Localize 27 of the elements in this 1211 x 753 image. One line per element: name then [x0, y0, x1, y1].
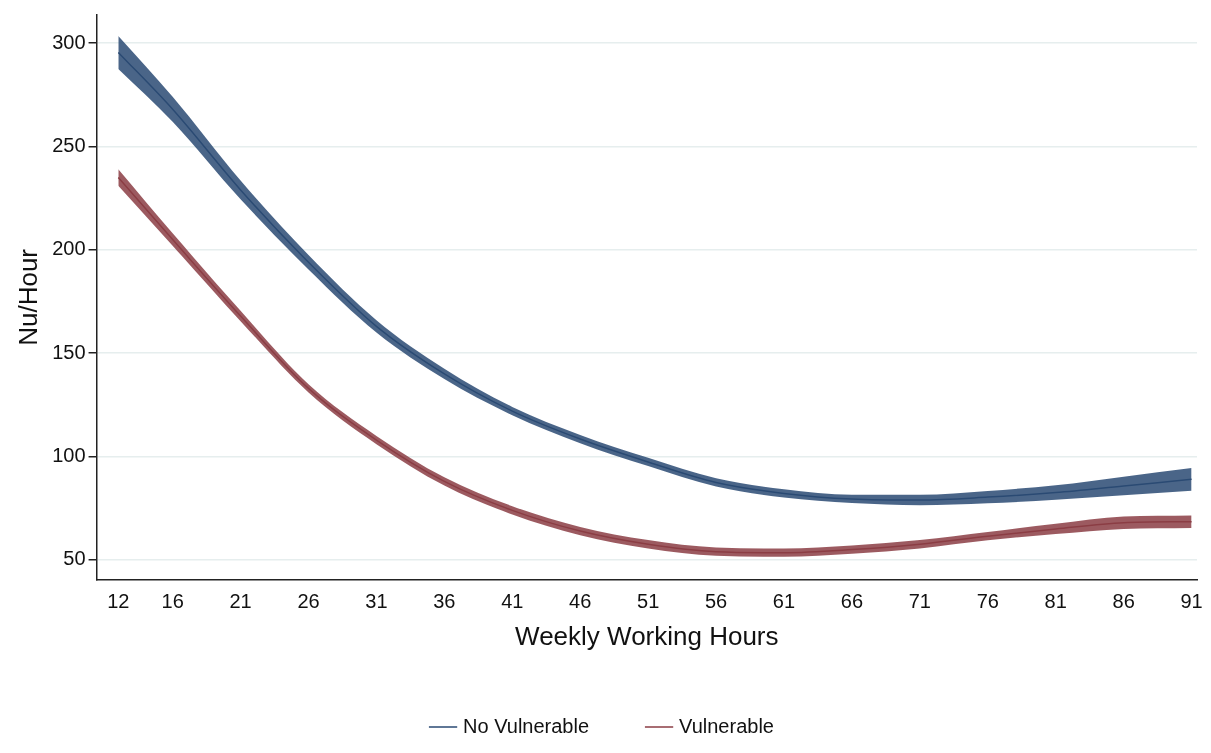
x-tick-label: 91: [1180, 590, 1203, 613]
y-tick-label: 50: [63, 547, 86, 570]
x-tick-label: 26: [297, 590, 320, 613]
x-tick-label: 51: [637, 590, 660, 613]
x-axis-title: Weekly Working Hours: [515, 620, 779, 651]
x-tick-label: 41: [501, 590, 524, 613]
x-tick-label: 16: [161, 590, 184, 613]
x-tick-label: 36: [433, 590, 456, 613]
x-tick-label: 86: [1112, 590, 1135, 613]
x-tick-label: 76: [976, 590, 999, 613]
x-tick-label: 71: [908, 590, 931, 613]
y-tick-label: 250: [52, 134, 86, 156]
y-tick-label: 100: [52, 444, 86, 467]
legend-label: Vulnerable: [679, 714, 774, 737]
x-tick-label: 61: [772, 590, 796, 613]
x-tick-label: 81: [1044, 590, 1067, 613]
y-axis-title: Nu/Hour: [12, 248, 43, 346]
x-tick-label: 12: [107, 590, 130, 613]
x-tick-label: 66: [840, 590, 864, 613]
x-tick-label: 46: [569, 590, 592, 613]
y-tick-label: 300: [52, 30, 86, 53]
legend-label: No Vulnerable: [463, 714, 590, 737]
y-tick-label: 200: [52, 237, 86, 260]
x-tick-label: 21: [229, 590, 252, 613]
y-tick-label: 150: [52, 340, 86, 363]
x-tick-label: 56: [704, 590, 728, 613]
x-tick-label: 31: [365, 590, 388, 613]
